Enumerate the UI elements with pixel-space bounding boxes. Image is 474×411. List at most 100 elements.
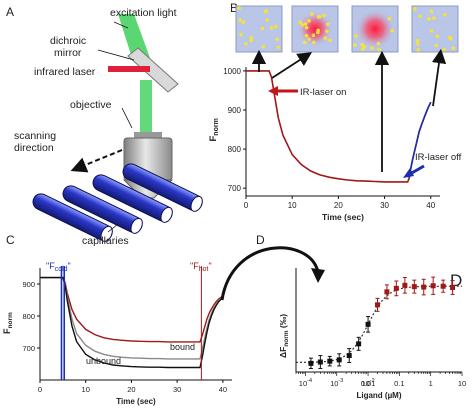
molecule-dot bbox=[448, 36, 453, 41]
x-tick-label: 0.1 bbox=[394, 379, 404, 388]
data-point bbox=[393, 285, 399, 291]
data-point bbox=[440, 283, 446, 289]
data-point bbox=[356, 341, 362, 347]
molecule-dot bbox=[326, 22, 330, 27]
annotation-unbound: unbound bbox=[86, 356, 121, 366]
x-tick-label: 10-2 bbox=[361, 378, 374, 388]
y-tick-label: 900 bbox=[228, 106, 242, 115]
panel-b: B 0 10 20 30 40 700 800 900 1000 Time (sec) Fnorm bbox=[208, 1, 462, 222]
molecule-dot bbox=[309, 12, 314, 16]
y-tick-label: 800 bbox=[228, 145, 242, 154]
dichroic-mirror bbox=[127, 47, 179, 93]
y-tick-label: 700 bbox=[22, 344, 35, 353]
x-axis-label: Ligand (µM) bbox=[356, 391, 401, 400]
molecule-dot bbox=[429, 29, 434, 33]
molecule-dot bbox=[302, 40, 307, 45]
data-point bbox=[384, 289, 390, 295]
x-tick-label: 30 bbox=[173, 385, 181, 394]
arrow-to-thumb-4 bbox=[431, 48, 447, 107]
molecule-dot bbox=[353, 43, 357, 48]
panel-letter-d: D bbox=[256, 233, 265, 247]
excitation-beam bbox=[118, 14, 150, 58]
chart-d: 10-4 10-3 10-20.01 0.1 1 10 Ligand (µM) ΔFnorm … bbox=[278, 268, 466, 400]
molecule-dot bbox=[304, 25, 309, 30]
data-point bbox=[411, 284, 417, 290]
thumbnail-hot-start bbox=[291, 5, 339, 53]
molecule-dot bbox=[239, 32, 243, 37]
x-tick-label: 10-3 bbox=[330, 378, 343, 388]
molecule-dot bbox=[238, 18, 242, 22]
molecule-dot bbox=[304, 33, 309, 38]
chart-c: 0 10 20 30 40 700 800 900 Time (sec) Fnorm bbox=[2, 266, 232, 406]
molecule-dot bbox=[274, 24, 278, 29]
data-point bbox=[346, 353, 352, 359]
y-tick-label: 700 bbox=[228, 184, 242, 193]
x-tick-label: 10 bbox=[288, 201, 297, 210]
data-point bbox=[327, 358, 333, 364]
data-point bbox=[336, 357, 342, 363]
molecule-dot bbox=[317, 14, 322, 19]
molecule-dot bbox=[362, 44, 367, 49]
trace-b-recovery bbox=[408, 101, 432, 179]
trace-unbound bbox=[40, 276, 224, 369]
molecule-dot bbox=[432, 16, 436, 21]
x-axis-label: Time (sec) bbox=[322, 212, 364, 222]
excitation-beam-vertical bbox=[140, 80, 152, 140]
molecule-dot bbox=[426, 17, 431, 21]
molecule-dot bbox=[307, 37, 311, 42]
connector-arrow bbox=[220, 246, 320, 301]
molecule-dot bbox=[325, 29, 329, 34]
ir-off-arrow bbox=[409, 164, 425, 176]
data-point bbox=[365, 321, 371, 327]
data-point bbox=[402, 282, 408, 288]
x-tick-label: 40 bbox=[219, 385, 227, 394]
molecule-dot bbox=[298, 20, 302, 25]
molecule-dot bbox=[416, 48, 421, 52]
molecule-dot bbox=[412, 7, 417, 11]
molecule-dot bbox=[265, 18, 269, 22]
label-capillaries: capillaries bbox=[82, 235, 129, 247]
trace-intermediate bbox=[40, 276, 224, 360]
x-tick-label: 20 bbox=[334, 201, 343, 210]
molecule-dot bbox=[311, 40, 316, 45]
molecule-dot bbox=[263, 10, 268, 14]
x-axis-label: Time (sec) bbox=[116, 397, 156, 406]
molecule-dot bbox=[269, 25, 274, 30]
molecule-dot bbox=[300, 23, 305, 27]
x-tick-label: 0 bbox=[244, 201, 249, 210]
chart-b: 0 10 20 30 40 700 800 900 1000 Time (sec) Fnorm bbox=[208, 67, 440, 222]
annotation-ir-laser-off: IR-laser off bbox=[415, 152, 462, 163]
data-point bbox=[374, 302, 380, 308]
panel-letter-b: B bbox=[230, 1, 238, 15]
annotation-ir-laser-on: IR-laser on bbox=[300, 87, 346, 98]
molecule-dot bbox=[328, 38, 332, 43]
trace-bound bbox=[40, 276, 224, 343]
label-excitation-light: excitation light bbox=[110, 7, 177, 19]
molecule-dot bbox=[303, 22, 308, 26]
molecule-dot bbox=[276, 45, 281, 50]
molecule-dot bbox=[275, 37, 279, 42]
annotation-bound: bound bbox=[170, 342, 195, 352]
x-tick-label: 10 bbox=[458, 379, 466, 388]
x-tick-label: 10-4 bbox=[299, 378, 312, 388]
molecule-dot bbox=[249, 38, 254, 43]
thumbnail-cold-2 bbox=[411, 5, 459, 53]
label-objective: objective bbox=[70, 99, 112, 111]
molecule-dot bbox=[442, 12, 447, 17]
molecule-dots bbox=[353, 16, 394, 52]
molecule-dot bbox=[442, 47, 446, 52]
thumbnail-hot-steady bbox=[351, 5, 399, 53]
molecule-dot bbox=[434, 43, 439, 48]
x-tick-label: 30 bbox=[380, 201, 389, 210]
x-tick-label: 0.01 bbox=[361, 379, 376, 388]
molecule-dots bbox=[298, 12, 332, 45]
y-tick-label: 800 bbox=[22, 312, 35, 321]
molecule-dot bbox=[415, 38, 420, 43]
molecule-dot bbox=[354, 34, 358, 38]
molecule-dot bbox=[260, 26, 265, 31]
molecule-dot bbox=[307, 19, 311, 23]
arrow-to-thumb-2 bbox=[271, 52, 313, 79]
molecule-dot bbox=[418, 14, 422, 19]
heat-spot bbox=[355, 9, 395, 49]
